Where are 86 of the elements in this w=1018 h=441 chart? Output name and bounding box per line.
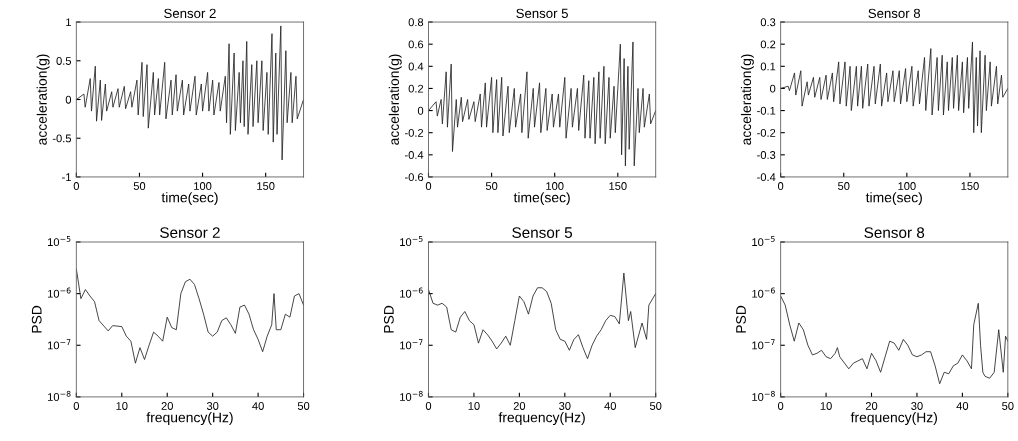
x-axis-title: frequency(Hz): [146, 412, 233, 426]
y-tick-label: 1: [66, 18, 71, 27]
chart-title: Sensor 5: [516, 8, 568, 19]
line-series: [428, 272, 656, 360]
x-axis-title: frequency(Hz): [850, 412, 937, 426]
x-tick-label: 100: [898, 182, 916, 190]
y-tick-label: 10$^{−8}$: [752, 390, 775, 401]
y-tick-label: 10$^{−6}$: [48, 287, 71, 298]
y-tick-label: 10$^{−6}$: [400, 287, 423, 298]
x-tick-label: 20: [865, 402, 878, 410]
y-tick-label: 0: [65, 95, 72, 104]
x-axis-title: time(sec): [513, 192, 570, 206]
y-tick-label: -0.4: [404, 151, 424, 159]
line-series: [428, 41, 656, 167]
x-tick-label: 50: [1002, 402, 1014, 410]
x-tick-label: 20: [513, 402, 526, 410]
line-series: [76, 25, 304, 161]
chart-title: Sensor 8: [864, 227, 925, 238]
y-axis-title: PSD: [383, 305, 394, 333]
y-axis-title: PSD: [31, 305, 42, 333]
x-tick-label: 0: [73, 402, 80, 410]
y-tick-label: 10$^{−8}$: [400, 390, 423, 401]
x-tick-label: 0: [425, 402, 432, 410]
y-tick-label: 10$^{−5}$: [48, 236, 71, 247]
y-tick-label: 0.6: [408, 40, 424, 49]
chart-title: Sensor 2: [160, 227, 220, 238]
y-tick-label: 10$^{−7}$: [400, 339, 423, 350]
x-tick-label: 50: [297, 402, 310, 410]
y-tick-label: 10$^{−7}$: [48, 339, 71, 350]
y-tick-label: 10$^{−6}$: [752, 287, 775, 298]
x-tick-label: 150: [257, 182, 275, 190]
line-series: [780, 295, 1008, 385]
x-tick-label: 0: [425, 182, 432, 190]
x-tick-label: 30: [206, 402, 219, 410]
y-tick-label: 10$^{−5}$: [752, 236, 775, 247]
x-tick-label: 50: [649, 402, 662, 410]
y-tick-label: 0.1: [760, 62, 776, 71]
x-axis-title: frequency(Hz): [498, 412, 585, 426]
x-tick-label: 100: [194, 182, 212, 190]
y-tick-label: 10$^{−5}$: [400, 236, 423, 247]
y-tick-label: -0.5: [52, 134, 72, 143]
y-tick-label: 10$^{−7}$: [752, 339, 775, 350]
y-tick-label: -0.6: [404, 173, 424, 182]
x-tick-label: 50: [838, 182, 850, 190]
chart-title: Sensor 5: [512, 227, 573, 238]
x-tick-label: 50: [485, 182, 498, 190]
y-tick-label: -1: [62, 173, 71, 181]
y-axis-title: acceleration(g): [388, 54, 402, 145]
y-tick-label: 0.5: [56, 57, 72, 65]
y-tick-label: 0.2: [408, 84, 424, 93]
y-tick-label: 0.8: [408, 18, 424, 27]
y-tick-label: 0.4: [408, 62, 424, 71]
y-tick-label: 0.2: [760, 40, 776, 49]
x-tick-label: 10: [820, 402, 832, 410]
x-tick-label: 40: [604, 402, 616, 410]
x-tick-label: 30: [559, 402, 571, 410]
y-tick-label: 0: [770, 84, 776, 93]
x-tick-label: 10: [468, 402, 480, 410]
chart-title: Sensor 8: [868, 8, 921, 19]
x-tick-label: 100: [546, 182, 564, 190]
x-tick-label: 0: [73, 182, 80, 190]
y-tick-label: 0: [417, 106, 424, 115]
y-tick-label: -0.2: [404, 128, 424, 137]
y-tick-label: -0.1: [757, 106, 776, 115]
x-tick-label: 0: [777, 182, 784, 190]
x-tick-label: 50: [133, 182, 146, 190]
y-axis-title: acceleration(g): [740, 54, 754, 145]
y-tick-label: -0.2: [757, 128, 776, 137]
x-tick-label: 0: [777, 402, 784, 410]
x-tick-label: 40: [252, 402, 264, 410]
y-axis-title: acceleration(g): [36, 54, 50, 145]
x-tick-label: 30: [911, 402, 923, 410]
x-tick-label: 150: [961, 182, 979, 190]
y-axis-title: PSD: [736, 305, 746, 333]
y-tick-label: 0.3: [760, 18, 776, 27]
y-tick-label: 10$^{−8}$: [48, 390, 71, 401]
x-tick-label: 20: [161, 402, 173, 410]
line-series: [780, 41, 1008, 134]
y-tick-label: -0.4: [757, 173, 776, 182]
x-axis-title: time(sec): [865, 192, 922, 206]
chart-title: Sensor 2: [164, 8, 216, 19]
y-tick-label: -0.3: [757, 151, 776, 159]
x-tick-label: 40: [956, 402, 969, 410]
x-tick-label: 10: [116, 402, 128, 410]
x-tick-label: 150: [609, 182, 627, 190]
x-axis-title: time(sec): [161, 192, 218, 206]
